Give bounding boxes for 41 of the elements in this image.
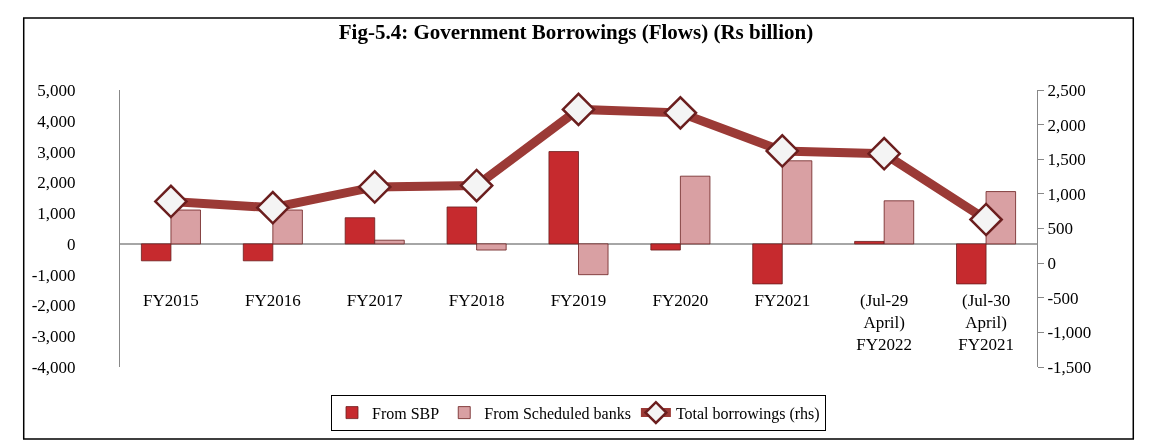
y-tick-label: -1,000 [31, 265, 76, 285]
x-tick-label: FY2016 [244, 290, 301, 310]
y2-tick-label: 2,500 [1047, 80, 1086, 100]
y-tick-label: -2,000 [31, 296, 76, 316]
point [561, 92, 596, 127]
x-tick-label: FY2020 [652, 290, 709, 310]
point [255, 190, 290, 225]
point [765, 134, 800, 168]
y2-tick-label: 1,500 [1047, 150, 1086, 170]
legend-label: Total borrowings (rhs) [675, 404, 820, 423]
y-tick-label: -4,000 [31, 357, 76, 377]
point [969, 202, 1003, 237]
legend-label: From Scheduled banks [484, 404, 631, 422]
y2-tick-label: -500 [1047, 288, 1079, 308]
x-tick-label: FY2018 [448, 290, 505, 310]
y-tick-label: 3,000 [37, 142, 76, 162]
point [663, 96, 698, 130]
point [459, 168, 494, 203]
x-tick-label: FY2019 [550, 290, 607, 310]
x-tick-label: FY2015 [143, 290, 199, 310]
chart-title: Fig-5.4: Government Borrowings (Flows) (Rs billion) [338, 19, 814, 44]
y2-tick-label: 1,000 [1047, 184, 1086, 204]
x-tick-label: (Jul-29 April) FY2022 [856, 290, 913, 355]
point [867, 136, 902, 171]
x-tick-label: (Jul-30 April) FY2021 [958, 290, 1014, 355]
y-tick-label: 1,000 [37, 204, 76, 224]
point [357, 170, 392, 204]
point [154, 184, 188, 219]
y2-tick-label: 0 [1047, 254, 1056, 274]
y-tick-label: -3,000 [31, 327, 76, 347]
y-tick-label: 5,000 [37, 80, 76, 100]
x-tick-label: FY2017 [346, 290, 404, 310]
y2-tick-label: -1,500 [1047, 357, 1092, 377]
y2-tick-label: -1,000 [1047, 323, 1092, 343]
y2-tick-label: 2,000 [1047, 115, 1086, 135]
legend-label: From SBP [372, 404, 440, 422]
y-tick-label: 0 [67, 234, 76, 254]
x-tick-label: FY2021 [754, 290, 811, 310]
y-tick-label: 4,000 [37, 111, 76, 131]
y2-tick-label: 500 [1047, 219, 1073, 239]
y-tick-label: 2,000 [37, 173, 76, 193]
